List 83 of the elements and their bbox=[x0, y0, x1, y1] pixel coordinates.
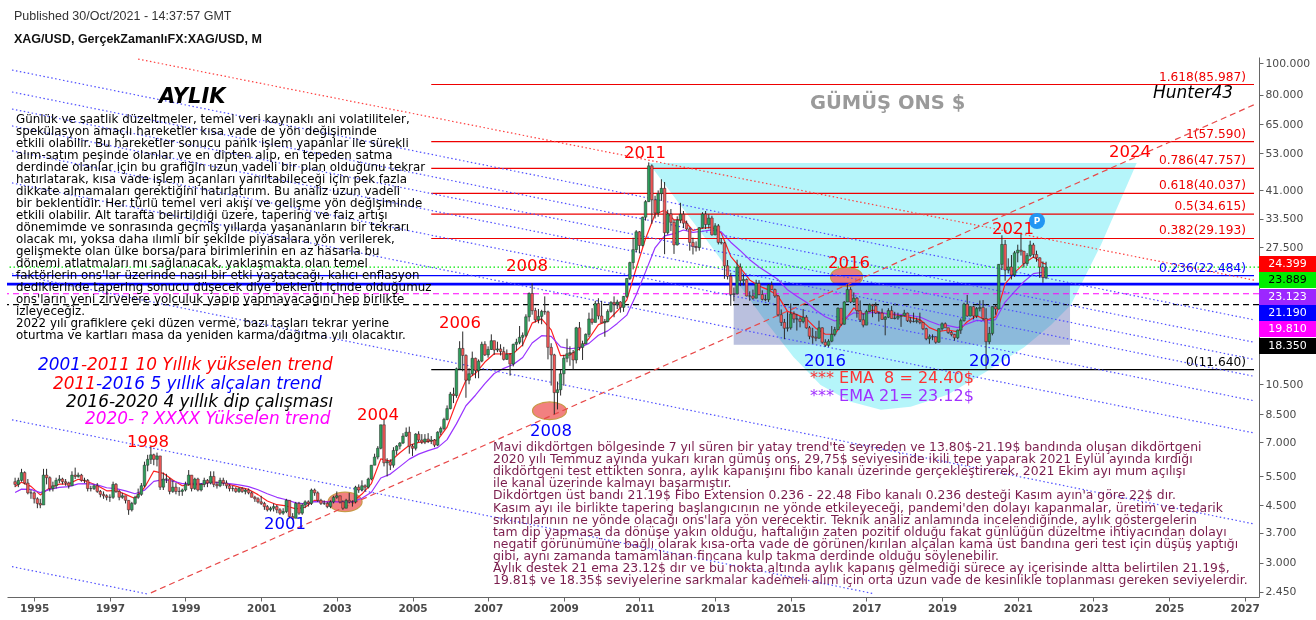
y-tick-label: 8.500 bbox=[1265, 407, 1297, 421]
y-tick-label: 41.000 bbox=[1265, 183, 1304, 197]
annotation: 2008 bbox=[530, 420, 572, 440]
x-tick-label: 2017 bbox=[852, 601, 882, 614]
y-tick-label: 80.000 bbox=[1265, 88, 1304, 102]
series-label: 0.5(34.615) bbox=[1174, 199, 1246, 214]
candlestick bbox=[798, 315, 802, 328]
x-tick-label: 1995 bbox=[20, 601, 50, 614]
candlestick bbox=[789, 303, 793, 331]
annotation: 2008 bbox=[506, 255, 548, 275]
annotation: 2004 bbox=[357, 404, 399, 424]
annotation: AYLIK bbox=[159, 84, 226, 108]
text: 23.123 bbox=[1259, 288, 1316, 305]
x-tick-label: 2019 bbox=[927, 601, 958, 614]
series-label: 1(57.590) bbox=[1186, 126, 1246, 141]
annotation: *** EMA 8 = 24.40$ bbox=[810, 368, 974, 387]
y-tick-label: 27.500 bbox=[1265, 240, 1304, 254]
annotation: 2020 bbox=[969, 350, 1011, 370]
x-tick-label: 2027 bbox=[1230, 601, 1260, 614]
y-tick-label: 3.700 bbox=[1265, 526, 1297, 540]
y-tick-label: 2.450 bbox=[1265, 585, 1297, 599]
text: 24.399 bbox=[1259, 256, 1316, 272]
x-tick-label: 1997 bbox=[95, 601, 125, 614]
y-tick-label: 53.000 bbox=[1265, 146, 1304, 160]
text: 21.190 bbox=[1259, 304, 1316, 321]
annotation: -2016 5 yıllık alçalan trend bbox=[96, 373, 322, 393]
y-tick-label: 10.500 bbox=[1265, 377, 1304, 391]
candlestick bbox=[51, 481, 55, 492]
y-tick-label: 33.500 bbox=[1265, 212, 1304, 226]
annotation: 2024 bbox=[1109, 141, 1151, 161]
annotation: 2006 bbox=[439, 312, 481, 332]
series-label: 0.382(29.193) bbox=[1158, 223, 1246, 238]
x-tick-label: 2009 bbox=[549, 601, 579, 614]
text: 23.889 bbox=[1259, 272, 1316, 289]
text: 18.350 bbox=[1259, 337, 1316, 354]
x-tick-label: 2021 bbox=[1003, 601, 1033, 614]
candlestick bbox=[593, 300, 597, 323]
annotation: 2001 bbox=[38, 354, 81, 374]
x-tick-label: 2015 bbox=[776, 601, 806, 614]
candlestick bbox=[855, 296, 859, 319]
series-label: 0(11.640) bbox=[1186, 354, 1246, 369]
x-tick-label: 2003 bbox=[322, 601, 352, 614]
y-tick-label: 100.000 bbox=[1265, 56, 1311, 70]
text: Published 30/Oct/2021 - 14:37:57 GMT bbox=[14, 9, 232, 23]
x-tick-label: 2023 bbox=[1079, 601, 1109, 614]
y-tick-label: 4.500 bbox=[1265, 498, 1297, 512]
x-tick-label: 2011 bbox=[625, 601, 655, 614]
y-tick-label: 65.000 bbox=[1265, 117, 1304, 131]
series-label: 0.236(22.484) bbox=[1158, 260, 1246, 275]
x-tick-label: 1999 bbox=[171, 601, 201, 614]
text: Mavi dikdörtgen bölgesinde 7 yıl süren bir yatay trend'te seyreden ve 13.80$-21.19$ bandında oluşan dikdörtgeni 2020 yılı Temmuz ayında yukarı kıran gümüş ons, 29,75$ seviyesinde ikili tepe yaparak 2021 Eylül ayında kırdığı dikdörtgeni test ettikten sonra, aylık kapanışını fibo kanalı üzerinde gerçekleştirerek, 2021 Ekim ayı mum açılışı ile kanal üzerinde kalmayı başarmıştır. Dikdörtgen üst bandı 21.19$ Fibo Extension 0.236 - 22.48 Fibo kanalı 0.236 desteği Kasım ayın'a göre 22$ dır. Kasım ayı ile birlikte tapering başlangıcının ne yönde etkileyeceği, pandemi'den dolayı kapanmalar, üretim ve tedarik sıkıntılarının ne yönde olacağı ons'lara yön verecektir. Teknik analiz anlamında incelendiğinde, aylık göstergelerin tam dip yapmasa da dönüşe yakın olduğu, haftalığın zaten pozitif olduğu fakat günlüğün düzeltme ihtiyacından dolayı negatif görünümüne bağlı olarak kısa-orta vade de görünen/kırılan alçalan kama üst bandına geri test için düşüş yaptığı gibi, aynı zamanda tamamlanan fincana kulp takma derdinde olduğu söylenebilir. Aylık destek 21 ema 23.12$ dır ve bu nokta altında aylık kapanış gelmediği sürece ay içerisinde altta belirtilen 21.19$, 19.81$ ve 18.35$ seviyelerine sarkmalar kademeli alım için orta uzun vade de kesinlikle toplanması gereken seviyelerdir. bbox=[493, 439, 1248, 588]
annotation: 1998 bbox=[127, 431, 169, 451]
annotation: GÜMÜŞ ONS $ bbox=[810, 91, 966, 114]
series-label: 0.618(40.037) bbox=[1158, 178, 1246, 193]
y-tick-label: 5.500 bbox=[1265, 469, 1297, 483]
annotation: 2011 bbox=[624, 142, 666, 162]
candlestick bbox=[858, 299, 862, 323]
candlestick bbox=[722, 241, 726, 280]
x-tick-label: 2013 bbox=[701, 601, 731, 614]
circle-icon: P bbox=[1029, 213, 1045, 229]
y-tick-label: 3.000 bbox=[1265, 556, 1297, 570]
candlestick bbox=[688, 226, 692, 252]
series-label: 0.786(47.757) bbox=[1158, 153, 1246, 168]
x-tick-label: 2005 bbox=[398, 601, 428, 614]
annotation: Hunter43 bbox=[1153, 82, 1234, 102]
candlestick bbox=[899, 314, 903, 328]
series-label: 1.618(85.987) bbox=[1158, 69, 1246, 84]
text: 19.810 bbox=[1259, 321, 1316, 338]
x-tick-label: 2025 bbox=[1154, 601, 1185, 614]
x-tick-label: 2007 bbox=[473, 601, 504, 614]
x-tick-label: 2001 bbox=[247, 601, 277, 614]
candlestick bbox=[54, 477, 58, 490]
annotation: 2011 bbox=[53, 373, 96, 393]
candlestick bbox=[814, 330, 818, 342]
y-tick-label: 7.000 bbox=[1265, 435, 1297, 449]
annotation: 2016 bbox=[828, 252, 870, 272]
annotation: *** EMA 21= 23.12$ bbox=[810, 386, 974, 405]
annotation: 2016 bbox=[804, 350, 846, 370]
candlestick bbox=[817, 320, 821, 340]
candlestick bbox=[596, 297, 600, 320]
chart-title: XAG/USD, GerçekZamanlıFX:XAG/USD, M bbox=[14, 32, 262, 47]
annotation: -2011 10 Yıllık yükselen trend bbox=[81, 354, 333, 374]
annotation: 2001 bbox=[264, 513, 306, 533]
